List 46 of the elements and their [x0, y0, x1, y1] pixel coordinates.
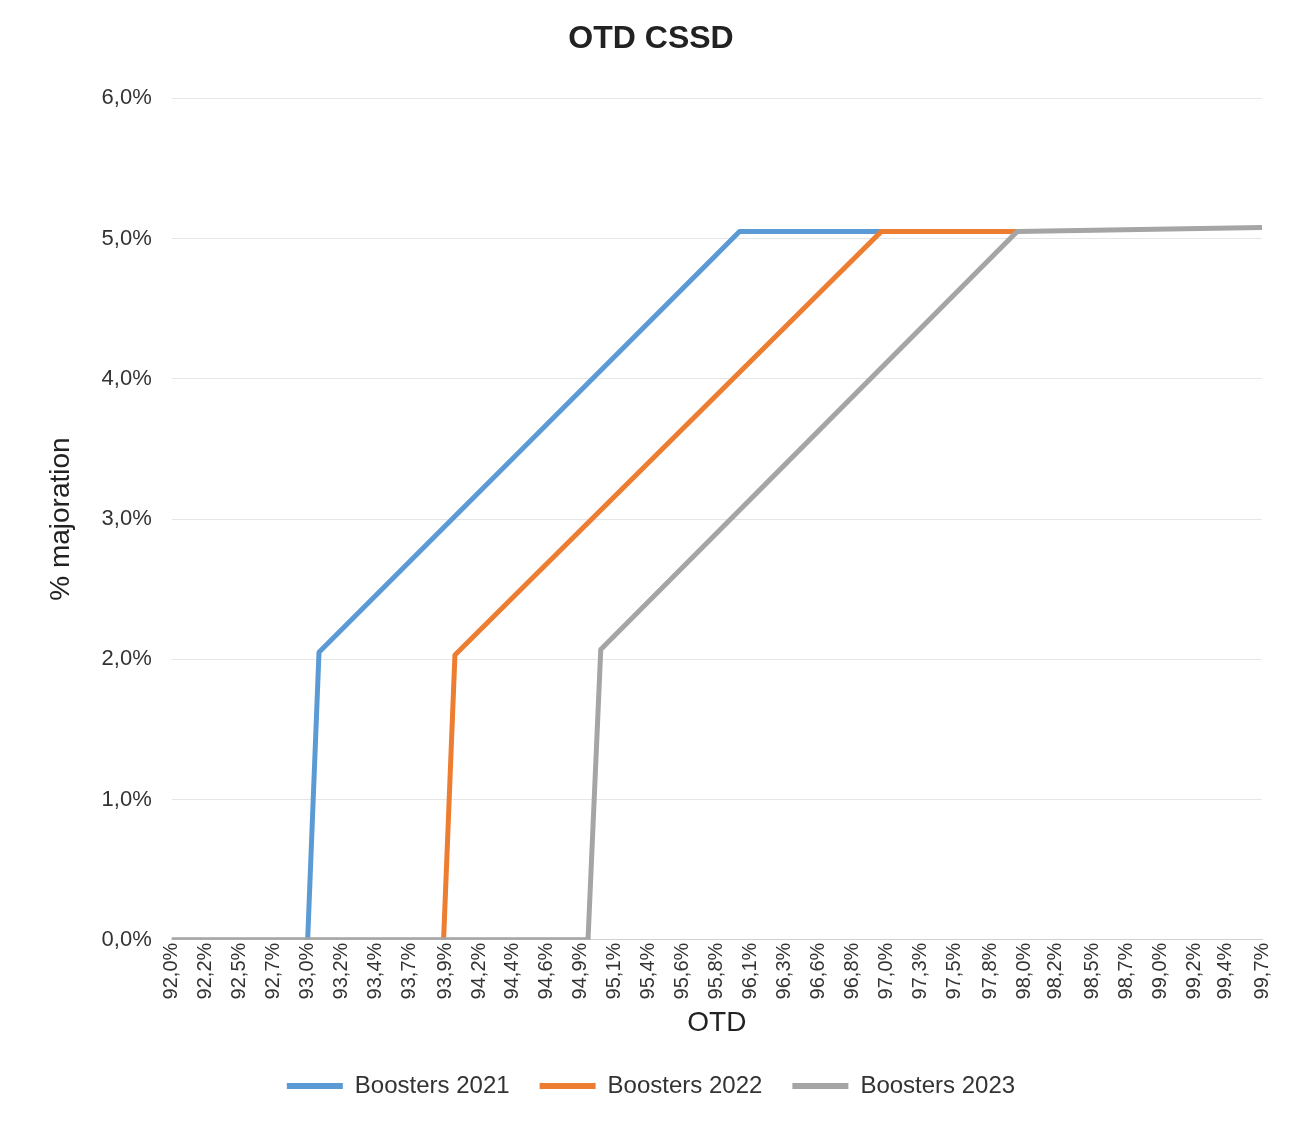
y-tick-label: 1,0% — [101, 785, 152, 811]
x-tick-label: 94,9% — [568, 942, 591, 1000]
x-tick-label: 92,0% — [159, 942, 182, 1000]
x-tick-label: 97,5% — [942, 942, 965, 1000]
y-tick-label: 5,0% — [101, 224, 152, 250]
x-tick-label: 98,7% — [1113, 942, 1136, 1000]
x-tick-label: 94,6% — [534, 942, 557, 1000]
x-tick-label: 97,0% — [874, 942, 897, 1000]
y-axis-title: % majoration — [43, 437, 75, 601]
x-tick-label: 95,8% — [704, 942, 727, 1000]
x-tick-label: 93,9% — [432, 942, 455, 1000]
x-tick-label: 93,0% — [295, 942, 318, 1000]
y-tick-label: 4,0% — [101, 364, 152, 390]
x-tick-label: 93,7% — [397, 942, 420, 1000]
x-tick-label: 96,8% — [840, 942, 863, 1000]
x-tick-label: 99,2% — [1181, 942, 1204, 1000]
x-tick-label: 95,1% — [602, 942, 625, 1000]
x-tick-label: 93,2% — [329, 942, 352, 1000]
chart-title: OTD CSSD — [568, 19, 734, 56]
x-tick-label: 93,4% — [363, 942, 386, 1000]
legend-label: Boosters 2021 — [354, 1070, 510, 1098]
x-tick-label: 97,8% — [977, 942, 1000, 1000]
x-tick-label: 98,5% — [1079, 942, 1102, 1000]
x-axis-title: OTD — [687, 1005, 747, 1037]
x-tick-label: 92,5% — [227, 942, 250, 1000]
x-tick-label: 92,2% — [193, 942, 216, 1000]
x-tick-label: 97,3% — [908, 942, 931, 1000]
x-tick-label: 99,4% — [1212, 942, 1235, 1000]
x-tick-label: 94,4% — [500, 942, 523, 1000]
x-tick-label: 92,7% — [261, 942, 284, 1000]
y-tick-label: 2,0% — [101, 645, 152, 671]
x-tick-label: 99,0% — [1147, 942, 1170, 1000]
legend-label: Boosters 2022 — [607, 1070, 763, 1098]
x-tick-label: 98,0% — [1011, 942, 1034, 1000]
x-tick-label: 96,6% — [806, 942, 829, 1000]
y-tick-label: 6,0% — [101, 84, 152, 110]
x-tick-label: 96,3% — [772, 942, 795, 1000]
y-tick-label: 0,0% — [101, 925, 152, 951]
x-tick-label: 96,1% — [738, 942, 761, 1000]
x-tick-label: 98,2% — [1042, 942, 1065, 1000]
x-tick-label: 95,4% — [636, 942, 659, 1000]
y-tick-label: 3,0% — [101, 505, 152, 531]
x-tick-label: 94,2% — [466, 942, 489, 1000]
legend-label: Boosters 2023 — [860, 1070, 1016, 1098]
x-tick-label: 95,6% — [670, 942, 693, 1000]
x-tick-label: 99,7% — [1249, 942, 1272, 1000]
